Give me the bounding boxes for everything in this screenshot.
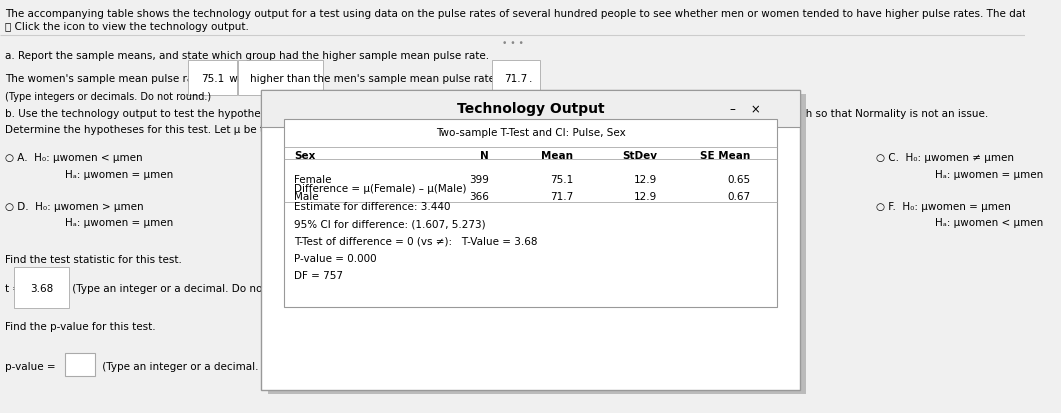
Text: Two-sample T-Test and CI: Pulse, Sex: Two-sample T-Test and CI: Pulse, Sex <box>436 127 625 137</box>
FancyBboxPatch shape <box>261 91 800 127</box>
Text: 366: 366 <box>469 191 489 201</box>
Text: ough so that Normality is not an issue.: ough so that Normality is not an issue. <box>786 109 989 119</box>
Text: the men's sample mean pulse rate of: the men's sample mean pulse rate of <box>310 74 511 83</box>
Text: (Type an integer or a decimal. Do not round.): (Type an integer or a decimal. Do not ro… <box>69 283 308 293</box>
Text: Hₐ: μwomen = μmen: Hₐ: μwomen = μmen <box>65 169 173 179</box>
Text: 0.67: 0.67 <box>727 191 750 201</box>
Text: ○ D.  H₀: μwomen > μmen: ○ D. H₀: μwomen > μmen <box>5 201 143 211</box>
Text: ○ A.  H₀: μwomen < μmen: ○ A. H₀: μwomen < μmen <box>5 153 143 163</box>
Text: Difference = μ(Female) – μ(Male): Difference = μ(Female) – μ(Male) <box>294 184 467 194</box>
Text: Mean: Mean <box>541 151 573 161</box>
Text: Female: Female <box>294 175 332 185</box>
Text: Hₐ: μwomen < μmen: Hₐ: μwomen < μmen <box>935 218 1043 228</box>
Text: 12.9: 12.9 <box>633 191 657 201</box>
Text: Sex: Sex <box>294 151 315 161</box>
Text: Technology Output: Technology Output <box>456 102 605 116</box>
Text: was: was <box>226 74 253 83</box>
FancyBboxPatch shape <box>284 120 777 308</box>
Text: t =: t = <box>5 283 24 293</box>
Text: The women's sample mean pulse rate of: The women's sample mean pulse rate of <box>5 74 221 83</box>
Text: (Type an integer or a decimal. Do not round.): (Type an integer or a decimal. Do not ro… <box>100 361 338 371</box>
Text: The accompanying table shows the technology output for a test using data on the : The accompanying table shows the technol… <box>5 9 1061 19</box>
Text: Determine the hypotheses for this test. Let μ be the population: Determine the hypotheses for this test. … <box>5 125 336 135</box>
Text: 75.1: 75.1 <box>201 74 224 83</box>
Text: Hₐ: μwomen = μmen: Hₐ: μwomen = μmen <box>65 218 173 228</box>
Text: 399: 399 <box>469 175 489 185</box>
Text: • • •: • • • <box>502 38 523 47</box>
Text: 71.7: 71.7 <box>550 191 573 201</box>
Text: Estimate for difference: 3.440: Estimate for difference: 3.440 <box>294 201 451 211</box>
FancyBboxPatch shape <box>267 95 805 394</box>
Text: b. Use the technology output to test the hypothesis that the pu: b. Use the technology output to test the… <box>5 109 336 119</box>
Text: N: N <box>481 151 489 161</box>
Text: a. Report the sample means, and state which group had the higher sample mean pul: a. Report the sample means, and state wh… <box>5 50 489 60</box>
Text: ○ F.  H₀: μwomen = μmen: ○ F. H₀: μwomen = μmen <box>876 201 1011 211</box>
Text: Find the test statistic for this test.: Find the test statistic for this test. <box>5 255 182 265</box>
Text: Find the p-value for this test.: Find the p-value for this test. <box>5 321 156 331</box>
Text: 95% CI for difference: (1.607, 5.273): 95% CI for difference: (1.607, 5.273) <box>294 218 486 228</box>
Text: p-value =: p-value = <box>5 361 59 371</box>
Text: StDev: StDev <box>622 151 657 161</box>
Text: T-Test of difference = 0 (vs ≠):   T-Value = 3.68: T-Test of difference = 0 (vs ≠): T-Value… <box>294 236 538 246</box>
Text: .: . <box>529 74 533 83</box>
Text: ○ C.  H₀: μwomen ≠ μmen: ○ C. H₀: μwomen ≠ μmen <box>876 153 1014 163</box>
Text: 0.65: 0.65 <box>727 175 750 185</box>
Text: P-value = 0.000: P-value = 0.000 <box>294 253 377 263</box>
Text: (Type integers or decimals. Do not round.): (Type integers or decimals. Do not round… <box>5 92 211 102</box>
FancyBboxPatch shape <box>261 91 800 390</box>
Text: 12.9: 12.9 <box>633 175 657 185</box>
Text: 71.7: 71.7 <box>504 74 527 83</box>
Text: –    ×: – × <box>730 102 761 116</box>
Text: Male: Male <box>294 191 319 201</box>
FancyBboxPatch shape <box>65 353 95 376</box>
Text: 3.68: 3.68 <box>30 283 53 293</box>
Text: 75.1: 75.1 <box>550 175 573 185</box>
Text: higher than: higher than <box>250 74 311 83</box>
Text: DF = 757: DF = 757 <box>294 271 343 280</box>
Text: ⓘ Click the icon to view the technology output.: ⓘ Click the icon to view the technology … <box>5 21 249 31</box>
Text: Hₐ: μwomen = μmen: Hₐ: μwomen = μmen <box>935 169 1043 179</box>
Text: SE Mean: SE Mean <box>700 151 750 161</box>
